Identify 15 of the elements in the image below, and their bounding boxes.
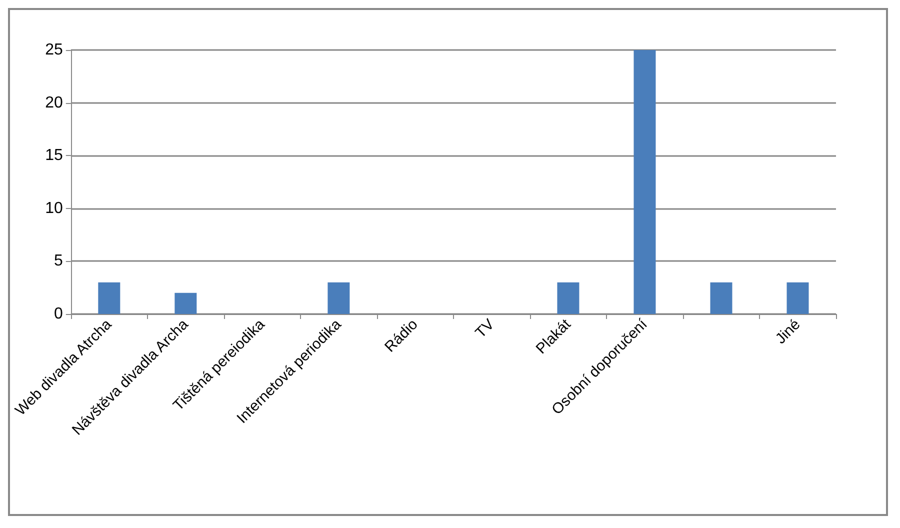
y-tick-label: 0 [54, 306, 63, 322]
x-tick-label: TV [472, 316, 498, 342]
bar [557, 282, 580, 314]
y-tick-label: 10 [45, 200, 64, 217]
bar [328, 282, 350, 314]
y-tick-label: 20 [45, 94, 64, 112]
y-tick-label: 25 [45, 42, 64, 58]
y-tick-label: 15 [45, 147, 64, 164]
bar [634, 50, 656, 314]
bar [98, 282, 120, 314]
x-tick-label: Jiné [772, 316, 804, 348]
bar [786, 282, 809, 314]
bar [174, 292, 197, 314]
y-tick-label: 5 [54, 252, 63, 270]
bar [710, 282, 732, 314]
